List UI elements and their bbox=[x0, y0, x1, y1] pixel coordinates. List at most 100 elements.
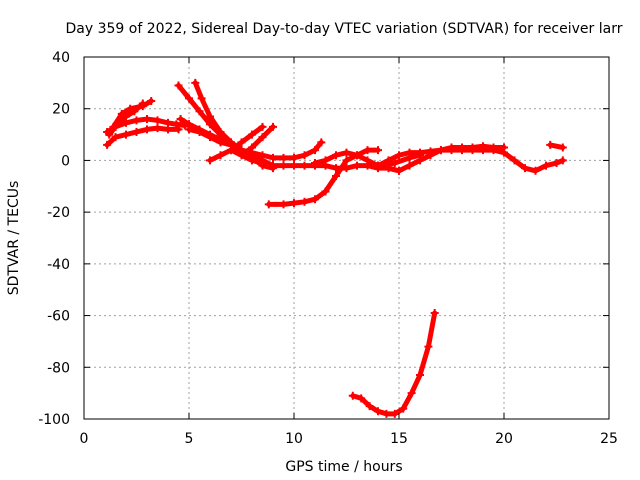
data-point bbox=[531, 166, 540, 175]
data-point bbox=[109, 122, 118, 131]
data-point bbox=[174, 81, 183, 90]
y-tick-label: -100 bbox=[38, 412, 70, 428]
data-point bbox=[458, 143, 466, 152]
series-track-r bbox=[348, 308, 439, 418]
data-point bbox=[447, 143, 456, 152]
data-point bbox=[248, 156, 256, 165]
data-point bbox=[264, 200, 273, 209]
data-point bbox=[390, 409, 399, 418]
data-point bbox=[269, 153, 277, 162]
data-point bbox=[258, 151, 267, 160]
y-axis-label: SDTVAR / TECUs bbox=[6, 181, 22, 296]
data-point bbox=[300, 151, 309, 160]
data-point bbox=[542, 161, 550, 170]
data-point bbox=[143, 115, 151, 124]
data-point bbox=[430, 308, 439, 317]
y-tick-label: 20 bbox=[52, 102, 70, 118]
data-point bbox=[237, 151, 246, 160]
data-point bbox=[395, 166, 403, 175]
data-point bbox=[552, 159, 561, 168]
data-point bbox=[290, 199, 298, 208]
data-point bbox=[311, 159, 319, 168]
data-point bbox=[510, 156, 519, 165]
x-axis-label: GPS time / hours bbox=[285, 459, 402, 475]
data-point bbox=[479, 142, 487, 151]
data-point bbox=[390, 159, 399, 168]
data-point bbox=[311, 195, 319, 204]
data-point bbox=[300, 197, 309, 206]
data-point bbox=[279, 161, 288, 170]
y-tick-label: -20 bbox=[47, 205, 70, 221]
data-point bbox=[424, 342, 433, 351]
data-point bbox=[143, 125, 151, 134]
series-track-o bbox=[395, 142, 508, 175]
data-point bbox=[185, 94, 193, 103]
data-point bbox=[353, 161, 361, 170]
data-point bbox=[332, 151, 340, 160]
data-point bbox=[311, 146, 319, 155]
data-point bbox=[521, 164, 529, 173]
data-point bbox=[237, 138, 246, 147]
data-point bbox=[363, 146, 372, 155]
data-point bbox=[258, 133, 267, 142]
y-tick-label: 0 bbox=[61, 153, 70, 169]
data-point bbox=[546, 140, 555, 149]
x-tick-label: 5 bbox=[185, 431, 194, 447]
data-point bbox=[122, 130, 130, 139]
data-point bbox=[332, 171, 340, 180]
data-point bbox=[191, 78, 200, 87]
data-point bbox=[500, 143, 508, 152]
data-point bbox=[216, 151, 225, 160]
data-point bbox=[206, 133, 214, 142]
data-point bbox=[395, 151, 403, 160]
data-point bbox=[206, 112, 214, 121]
tick-layer: 0 5 10 15 20 25 -100 -80 -60 -40 -20 0 20 40 bbox=[38, 50, 618, 447]
plot-frame bbox=[83, 56, 610, 420]
data-point bbox=[399, 404, 408, 413]
y-tick-label: -40 bbox=[47, 257, 70, 273]
data-point bbox=[216, 138, 225, 147]
data-point bbox=[269, 122, 277, 131]
data-point bbox=[342, 148, 351, 157]
data-point bbox=[348, 391, 357, 400]
data-point bbox=[558, 143, 567, 152]
data-point bbox=[138, 102, 147, 111]
x-tick-label: 10 bbox=[285, 431, 303, 447]
data-point bbox=[489, 143, 498, 152]
data-point bbox=[378, 161, 387, 170]
data-point bbox=[111, 133, 120, 142]
data-point bbox=[126, 104, 135, 113]
data-point bbox=[353, 151, 361, 160]
data-point bbox=[147, 96, 156, 105]
series-track-p bbox=[378, 151, 424, 170]
series-track-q bbox=[546, 140, 567, 152]
data-layer bbox=[103, 78, 567, 418]
data-point bbox=[174, 125, 183, 134]
x-tick-label: 0 bbox=[80, 431, 89, 447]
data-point bbox=[405, 153, 414, 162]
data-point bbox=[279, 153, 288, 162]
data-point bbox=[227, 146, 235, 155]
data-point bbox=[405, 161, 414, 170]
data-point bbox=[374, 146, 382, 155]
data-point bbox=[342, 156, 351, 165]
data-point bbox=[290, 153, 298, 162]
data-point bbox=[117, 109, 126, 118]
data-point bbox=[382, 409, 391, 418]
data-point bbox=[248, 143, 256, 152]
data-point bbox=[357, 394, 366, 403]
data-point bbox=[132, 127, 141, 136]
data-point bbox=[172, 120, 181, 129]
data-point bbox=[321, 156, 330, 165]
series-trace bbox=[379, 152, 423, 169]
data-point bbox=[153, 116, 162, 125]
data-point bbox=[279, 200, 288, 209]
data-point bbox=[195, 107, 204, 116]
data-point bbox=[437, 146, 445, 155]
data-point bbox=[248, 130, 256, 139]
data-point bbox=[132, 116, 141, 125]
data-point bbox=[558, 156, 567, 165]
series-track-d bbox=[109, 96, 156, 131]
